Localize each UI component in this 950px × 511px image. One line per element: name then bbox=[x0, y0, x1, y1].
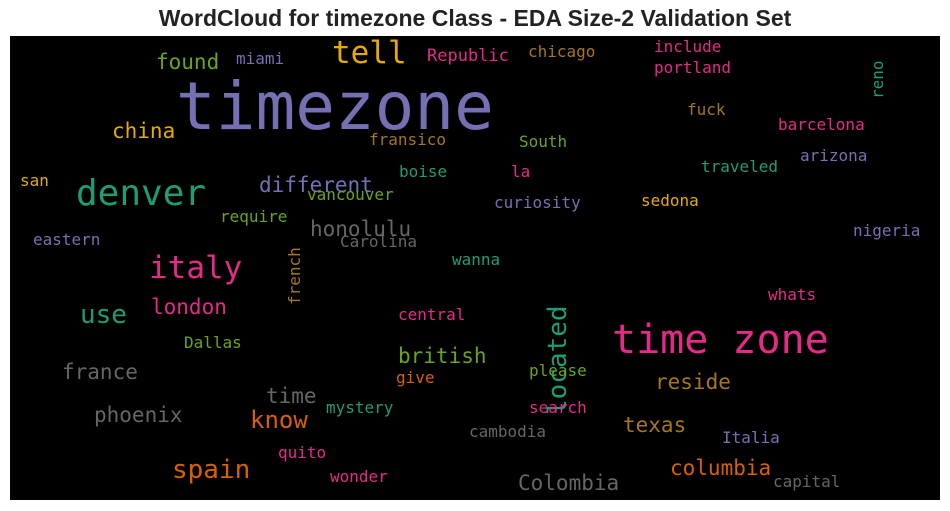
word-time-zone: time zone bbox=[612, 317, 829, 363]
word-curiosity: curiosity bbox=[494, 193, 581, 212]
word-texas: texas bbox=[623, 413, 687, 437]
word-chicago: chicago bbox=[528, 42, 596, 61]
word-capital: capital bbox=[773, 472, 841, 491]
word-traveled: traveled bbox=[701, 157, 779, 176]
word-eastern: eastern bbox=[33, 230, 101, 249]
word-wonder: wonder bbox=[330, 467, 388, 486]
wordcloud-canvas: timezone time zone denver italy tell located s… bbox=[10, 36, 940, 500]
word-tell: tell bbox=[332, 36, 407, 71]
word-honolulu: honolulu bbox=[310, 217, 412, 241]
word-wanna: wanna bbox=[452, 250, 501, 269]
word-nigeria: nigeria bbox=[853, 221, 921, 240]
word-republic: Republic bbox=[427, 46, 509, 66]
word-carolina: Carolina bbox=[340, 232, 418, 251]
word-boise: boise bbox=[399, 162, 448, 181]
word-colombia: Colombia bbox=[518, 471, 620, 495]
word-sedona: sedona bbox=[641, 191, 699, 210]
word-arizona: arizona bbox=[800, 146, 868, 165]
word-san: san bbox=[20, 171, 49, 190]
word-require: require bbox=[220, 207, 288, 226]
word-la: la bbox=[511, 162, 531, 181]
word-different: different bbox=[259, 173, 373, 197]
word-quito: quito bbox=[278, 443, 327, 462]
word-miami: miami bbox=[236, 49, 285, 68]
word-italia: Italia bbox=[722, 428, 780, 447]
word-include: include bbox=[654, 37, 722, 56]
word-london: london bbox=[151, 295, 227, 319]
word-portland: portland bbox=[654, 58, 732, 77]
word-south: South bbox=[519, 132, 568, 151]
word-france: france bbox=[62, 360, 138, 384]
word-reno: reno bbox=[868, 60, 887, 100]
word-fuck: fuck bbox=[687, 100, 726, 119]
word-china: china bbox=[112, 119, 176, 143]
word-fransico: fransico bbox=[369, 130, 447, 149]
word-time: time bbox=[266, 384, 317, 408]
word-reside: reside bbox=[655, 370, 731, 394]
word-know: know bbox=[250, 406, 308, 434]
word-dallas: Dallas bbox=[184, 333, 242, 352]
word-barcelona: barcelona bbox=[778, 115, 865, 134]
word-search: search bbox=[529, 398, 587, 417]
word-give: give bbox=[396, 368, 435, 387]
word-timezone: timezone bbox=[176, 68, 494, 145]
word-mystery: mystery bbox=[326, 398, 394, 417]
word-please: please bbox=[529, 361, 587, 380]
word-spain: spain bbox=[172, 455, 251, 485]
word-french: french bbox=[285, 246, 304, 305]
chart-title: WordCloud for timezone Class - EDA Size-… bbox=[158, 5, 792, 31]
word-denver: denver bbox=[76, 173, 207, 214]
word-use: use bbox=[80, 300, 127, 330]
word-british: british bbox=[398, 344, 487, 368]
word-italy: italy bbox=[149, 250, 243, 286]
word-central: central bbox=[398, 305, 466, 324]
word-columbia: columbia bbox=[670, 456, 772, 480]
word-vancouver: vancouver bbox=[307, 185, 394, 204]
word-found: found bbox=[156, 50, 220, 74]
word-phoenix: phoenix bbox=[94, 403, 183, 427]
word-whats: whats bbox=[768, 285, 817, 304]
word-cambodia: cambodia bbox=[469, 422, 547, 441]
